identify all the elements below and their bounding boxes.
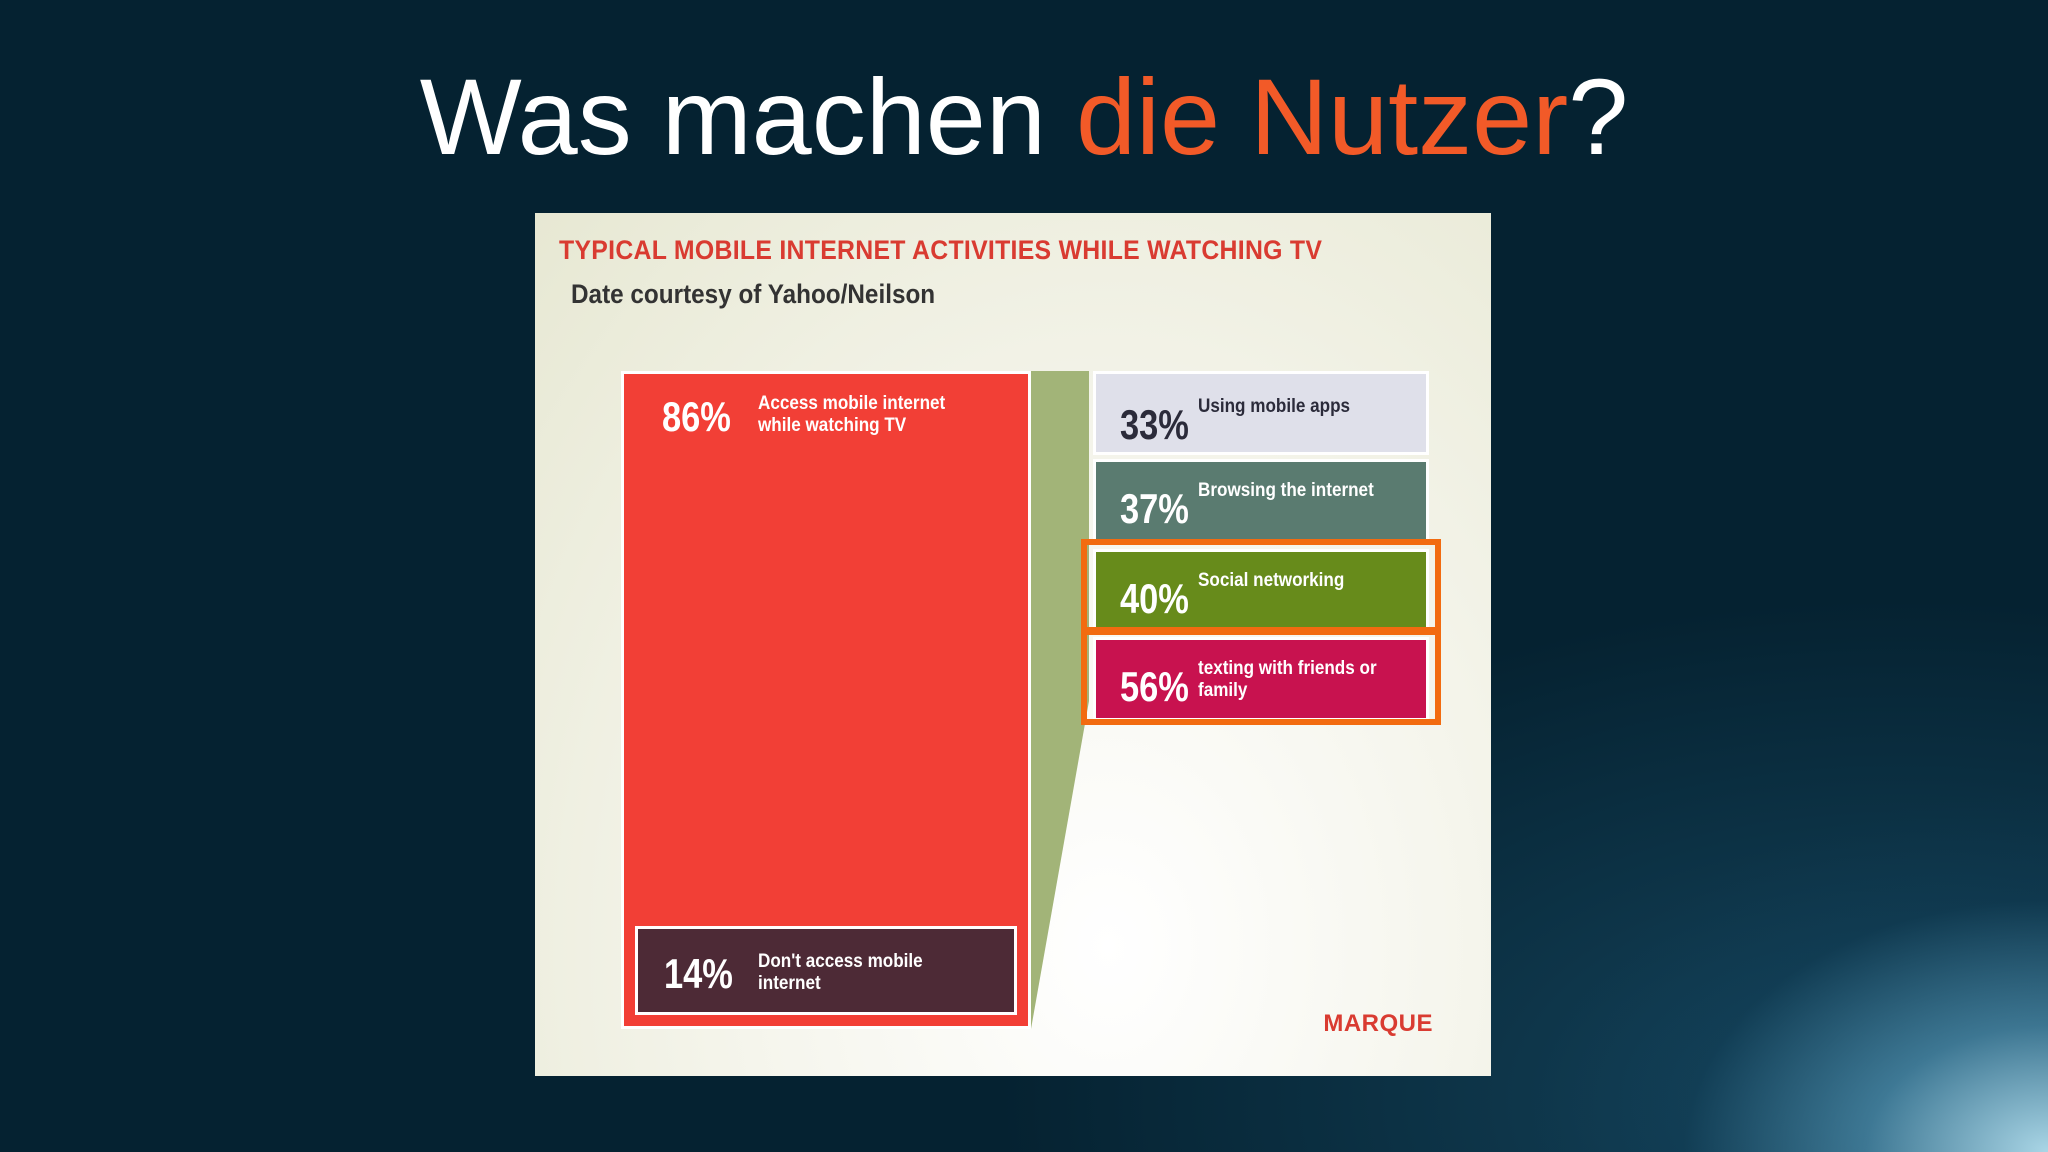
bar-value-label: 37% (1120, 485, 1189, 532)
slide-title: Was machen die Nutzer? (0, 52, 2048, 182)
title-accent: die Nutzer (1075, 56, 1569, 177)
highlight-box-texting (1081, 627, 1441, 725)
bar-using-mobile-apps: 33% Using mobile apps (1093, 371, 1429, 455)
connector-wedge (1031, 371, 1089, 1029)
chart-title: TYPICAL MOBILE INTERNET ACTIVITIES WHILE… (559, 235, 1323, 265)
bar-access-mobile-internet: 86% Access mobile internet while watchin… (621, 371, 1031, 1029)
bar-browsing-the-internet: 37% Browsing the internet (1093, 459, 1429, 543)
bar-value-label: 14% (664, 950, 733, 998)
title-suffix: ? (1568, 56, 1629, 177)
bar-category-label: Browsing the internet (1198, 480, 1374, 501)
bar-value-label: 56% (1120, 663, 1189, 710)
bar-texting-with-friends-or-family: 56% texting with friends or family (1093, 637, 1429, 721)
bar-dont-access-mobile-internet: 14% Don't access mobile internet (635, 926, 1017, 1015)
bar-category-label: Access mobile internet while watching TV (758, 393, 946, 436)
bar-value-label: 33% (1120, 401, 1189, 448)
bar-value-label: 86% (662, 393, 731, 440)
chart-subtitle: Date courtesy of Yahoo/Neilson (571, 279, 936, 309)
bar-social-networking: 40% Social networking (1093, 549, 1429, 633)
title-prefix: Was machen (419, 56, 1076, 177)
bar-category-label: Don't access mobile internet (758, 951, 923, 995)
connector-shape (1031, 371, 1089, 1029)
highlight-box-social-networking (1081, 539, 1441, 635)
bar-category-label: Using mobile apps (1198, 396, 1351, 417)
bar-value-label: 40% (1120, 575, 1189, 622)
infographic-panel: TYPICAL MOBILE INTERNET ACTIVITIES WHILE… (535, 213, 1491, 1076)
marque-logo: MARQUE (1323, 1010, 1433, 1037)
bar-category-label: texting with friends or family (1198, 658, 1377, 701)
bar-category-label: Social networking (1198, 570, 1345, 591)
